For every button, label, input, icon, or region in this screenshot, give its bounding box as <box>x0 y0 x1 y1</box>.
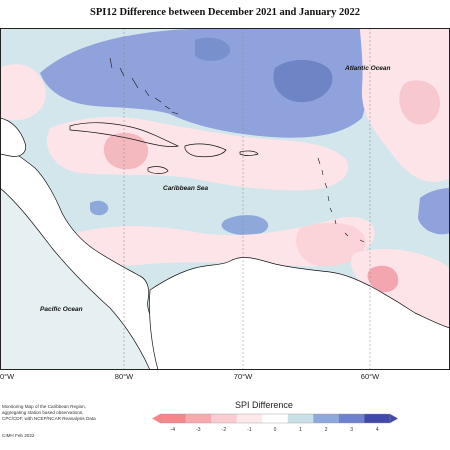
spi-legend-colorbar: -4 -3 -2 -1 0 1 2 3 4 <box>152 413 398 433</box>
lon-label-60w: 60°W <box>360 372 380 381</box>
graticule <box>123 28 371 370</box>
legend-swatch <box>313 414 340 423</box>
lon-label-80w: 80°W <box>114 372 134 381</box>
land-central-america <box>0 145 159 370</box>
legend-border <box>159 413 391 424</box>
island-hispaniola <box>184 143 227 158</box>
blue-atlantic-deep-2 <box>195 37 231 61</box>
land-mexico-west <box>0 117 26 157</box>
spi-difference-map: Atlantic Ocean Caribbean Sea Pacific Oce… <box>0 28 450 370</box>
credit-line-2: aggregating station based observations, <box>2 410 84 415</box>
island-jamaica <box>147 166 169 174</box>
legend-swatch <box>364 414 391 423</box>
blue-small-patch <box>90 200 109 216</box>
legend-swatch <box>338 414 365 423</box>
legend-tick-label: -3 <box>196 427 201 433</box>
legend-swatch <box>236 414 263 423</box>
island-puerto-rico <box>239 150 259 156</box>
legend-swatch <box>160 414 187 423</box>
islands-bahamas <box>109 57 179 115</box>
legend-arrow-low <box>152 414 160 423</box>
pink-guyana-core <box>367 265 399 293</box>
pink-venezuela-band <box>296 222 366 267</box>
legend-tick-label: -4 <box>171 427 176 433</box>
pink-ne-atlantic-core <box>399 80 440 125</box>
legend-swatch <box>262 414 289 423</box>
islands-lesser-antilles <box>317 157 365 243</box>
legend-tick-label: 3 <box>350 427 353 433</box>
legend-swatch <box>185 414 212 423</box>
blue-caribbean-patch <box>221 215 269 236</box>
label-atlantic-ocean: Atlantic Ocean <box>344 65 391 72</box>
credit-line-3: CPC/CDF, with NCEP/NCAR Reanalysis Data <box>2 416 96 421</box>
legend-tick-label: -1 <box>247 427 252 433</box>
credit-line-1: Monitoring Map of the Caribbean Region, <box>2 404 87 409</box>
lon-label-90w: 90°W <box>0 372 15 381</box>
legend-tick-label: 1 <box>299 427 302 433</box>
island-cuba <box>69 122 180 147</box>
credits-block: Monitoring Map of the Caribbean Region, … <box>2 404 122 422</box>
map-title: SPI12 Difference between December 2021 a… <box>90 7 360 18</box>
credit-cimh: CIMH Feb 2022 <box>2 433 35 438</box>
pink-gulf-region <box>0 64 46 121</box>
blue-east-region <box>418 188 450 235</box>
legend-swatch <box>211 414 238 423</box>
blue-atlantic-deep <box>273 59 333 103</box>
legend-tick-label: -2 <box>222 427 227 433</box>
pink-south-caribbean <box>60 217 375 267</box>
legend-title: SPI Difference <box>235 400 293 410</box>
legend-swatch <box>287 414 314 423</box>
label-caribbean-sea: Caribbean Sea <box>163 185 209 192</box>
land-south-america <box>149 257 450 370</box>
pink-central-core <box>103 132 149 170</box>
legend-tick-label: 0 <box>274 427 277 433</box>
blue-atlantic-region <box>40 28 369 138</box>
lon-label-70w: 70°W <box>233 372 253 381</box>
label-pacific-ocean: Pacific Ocean <box>40 306 83 313</box>
legend-tick-label: 2 <box>325 427 328 433</box>
legend-arrow-high <box>390 414 398 423</box>
legend-tick-label: 4 <box>376 427 379 433</box>
